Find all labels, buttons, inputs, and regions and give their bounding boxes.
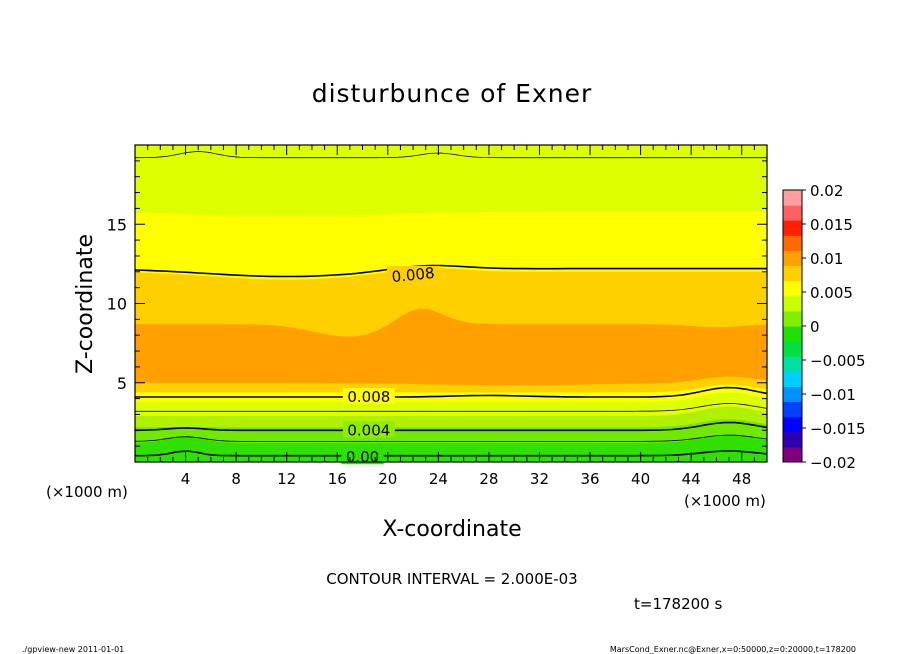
contour-fill [135, 145, 767, 462]
colorbar-tick-label: 0.005 [810, 284, 853, 302]
colorbar-swatch [783, 416, 802, 433]
colorbar-swatch [783, 190, 802, 206]
contour-label: 0.004 [347, 421, 390, 439]
colorbar-tick-label: −0.015 [810, 420, 866, 438]
y-axis-ticks: 5 10 15 [107, 160, 767, 447]
colorbar-swatch [783, 371, 802, 387]
contour-lines [135, 150, 767, 457]
colorbar-tick-label: 0.015 [810, 216, 853, 234]
contour-line-0.006 [135, 403, 767, 412]
x-axis-unit-right: (×1000 m) [684, 492, 766, 510]
x-tick-label: 4 [181, 470, 191, 488]
x-tick-label: 24 [429, 470, 448, 488]
contour-line-upper-0.008 [135, 264, 767, 278]
x-tick-label: 40 [631, 470, 650, 488]
colorbar-swatch [783, 310, 802, 327]
x-tick-label: 36 [580, 470, 599, 488]
x-tick-label: 32 [530, 470, 549, 488]
contour-label-bg [342, 388, 395, 405]
colorbar-swatch [783, 280, 802, 297]
colorbar-tick-label: 0.01 [810, 250, 843, 268]
colorbar-swatch [783, 220, 802, 236]
x-tick-label: 8 [231, 470, 241, 488]
colorbar: 0.02 0.015 0.01 0.005 0 −0.005 −0.01 −0.015 −0.0… [782, 182, 866, 472]
colorbar-swatch [783, 356, 802, 372]
colorbar-tick-label: 0 [810, 318, 820, 336]
contour-interval-text: CONTOUR INTERVAL = 2.000E-03 [326, 570, 577, 588]
x-axis-ticks: 4 8 12 16 20 24 28 32 36 40 44 48 [147, 145, 755, 488]
contour-label-bg [341, 448, 384, 465]
x-tick-label: 28 [479, 470, 498, 488]
colorbar-swatch [783, 295, 802, 312]
colorbar-tick-label: −0.01 [810, 386, 856, 404]
x-tick-label: 16 [328, 470, 347, 488]
x-axis-unit-left: (×1000 m) [46, 483, 128, 501]
contour-line-0.004 [135, 421, 767, 432]
y-tick-label: 10 [107, 295, 127, 314]
chart-title: disturbunce of Exner [312, 79, 593, 108]
contour-label-bg [387, 265, 440, 282]
contour-line-lower-0.008 [135, 386, 767, 398]
x-axis-label: X-coordinate [382, 517, 521, 542]
contour-label-bg [342, 421, 395, 438]
x-tick-label: 12 [277, 470, 296, 488]
colorbar-swatch [783, 205, 802, 221]
x-tick-label: 48 [732, 470, 751, 488]
colorbar-swatch [783, 326, 802, 342]
x-tick-label: 44 [682, 470, 701, 488]
colorbar-swatch [783, 446, 802, 463]
colorbar-swatch [783, 235, 802, 251]
colorbar-swatch [783, 386, 802, 403]
contour-line-top [135, 150, 767, 159]
contour-label: 0.008 [347, 388, 390, 406]
contour-line-0.002 [135, 434, 767, 442]
colorbar-swatch [783, 250, 802, 267]
colorbar-tick-label: −0.005 [810, 352, 866, 370]
colorbar-swatch [783, 401, 802, 418]
y-axis-label: Z-coordinate [73, 234, 98, 374]
contour-label: 0.008 [391, 264, 436, 286]
x-tick-label: 20 [378, 470, 397, 488]
contour-line-0.000 [135, 450, 767, 457]
colorbar-swatch [783, 341, 802, 357]
footer-left: ./gpview-new 2011-01-01 [22, 645, 124, 654]
time-text: t=178200 s [634, 595, 722, 613]
colorbar-swatch [783, 431, 802, 448]
colorbar-swatch [783, 265, 802, 282]
colorbar-tick-label: −0.02 [810, 454, 856, 472]
y-tick-label: 15 [107, 215, 127, 234]
y-tick-label: 5 [117, 374, 127, 393]
footer-right: MarsCond_Exner.nc@Exner,x=0:50000,z=0:20… [610, 645, 856, 654]
colorbar-tick-label: 0.02 [810, 182, 843, 200]
